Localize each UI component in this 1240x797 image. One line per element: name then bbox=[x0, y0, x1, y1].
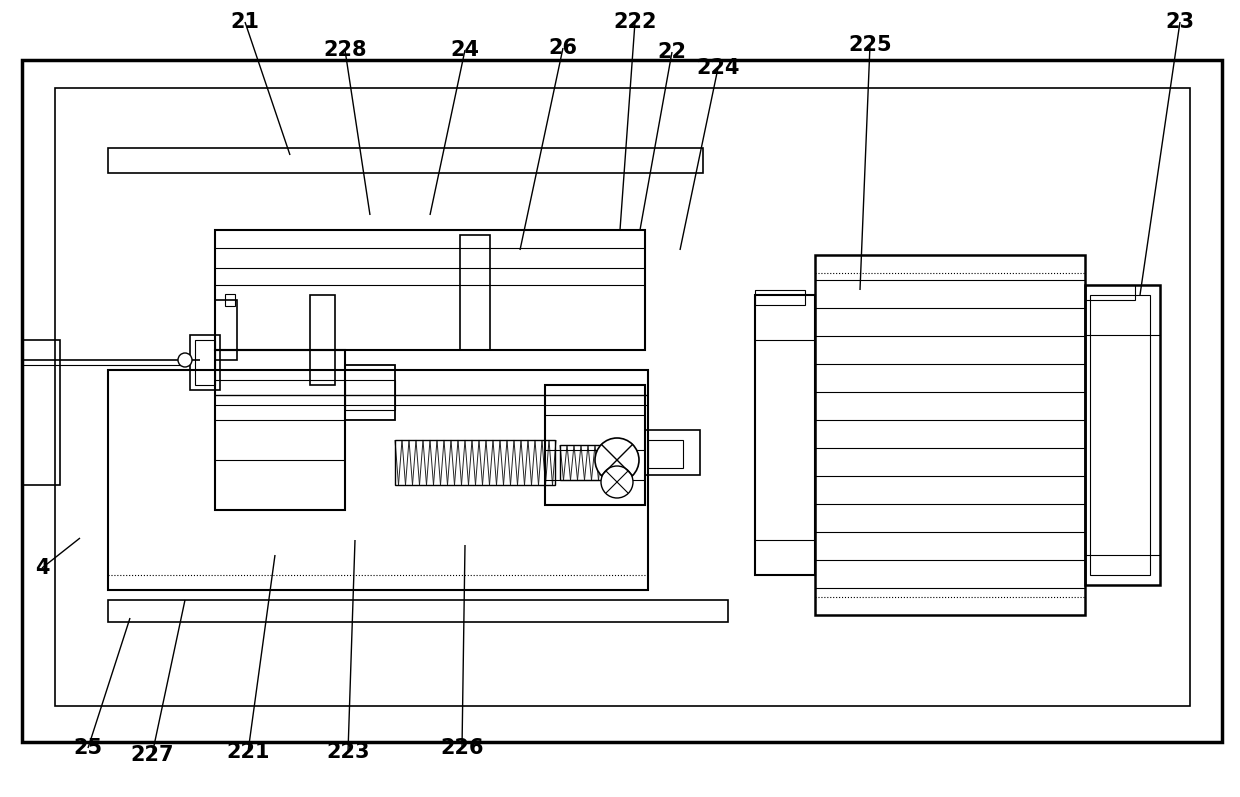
Bar bbox=[345, 380, 396, 410]
Text: 4: 4 bbox=[35, 558, 50, 578]
Bar bbox=[22, 60, 1221, 742]
Text: 221: 221 bbox=[226, 742, 270, 762]
Bar bbox=[224, 294, 236, 306]
Circle shape bbox=[601, 466, 632, 498]
Bar bbox=[815, 255, 1085, 615]
Bar bbox=[108, 148, 703, 173]
Text: 24: 24 bbox=[450, 40, 480, 60]
Bar bbox=[55, 88, 1190, 706]
Bar bbox=[108, 600, 728, 622]
Bar bbox=[1085, 285, 1135, 300]
Text: 25: 25 bbox=[73, 738, 103, 758]
Bar bbox=[310, 295, 335, 385]
Bar bbox=[195, 340, 215, 385]
Text: 222: 222 bbox=[614, 12, 657, 32]
Text: 223: 223 bbox=[326, 742, 370, 762]
Bar bbox=[560, 445, 620, 480]
Bar bbox=[345, 365, 396, 420]
Text: 22: 22 bbox=[657, 42, 687, 62]
Bar bbox=[108, 370, 649, 590]
Bar bbox=[645, 430, 701, 475]
Bar bbox=[190, 335, 219, 390]
Bar bbox=[1085, 285, 1159, 585]
Bar bbox=[755, 295, 815, 575]
Circle shape bbox=[179, 353, 192, 367]
Bar bbox=[546, 385, 645, 505]
Bar bbox=[755, 290, 805, 305]
Bar bbox=[396, 440, 556, 485]
Bar bbox=[215, 350, 345, 510]
Text: 26: 26 bbox=[548, 38, 578, 58]
Text: 224: 224 bbox=[696, 58, 740, 78]
Bar bbox=[22, 340, 60, 485]
Bar bbox=[460, 235, 490, 350]
Bar bbox=[215, 230, 645, 350]
Text: 227: 227 bbox=[130, 745, 174, 765]
Bar bbox=[649, 440, 683, 468]
Text: 23: 23 bbox=[1166, 12, 1194, 32]
Text: 21: 21 bbox=[231, 12, 259, 32]
Text: 225: 225 bbox=[848, 35, 892, 55]
Text: 226: 226 bbox=[440, 738, 484, 758]
Text: 228: 228 bbox=[324, 40, 367, 60]
Bar bbox=[215, 300, 237, 360]
Bar bbox=[1090, 295, 1149, 575]
Circle shape bbox=[595, 438, 639, 482]
